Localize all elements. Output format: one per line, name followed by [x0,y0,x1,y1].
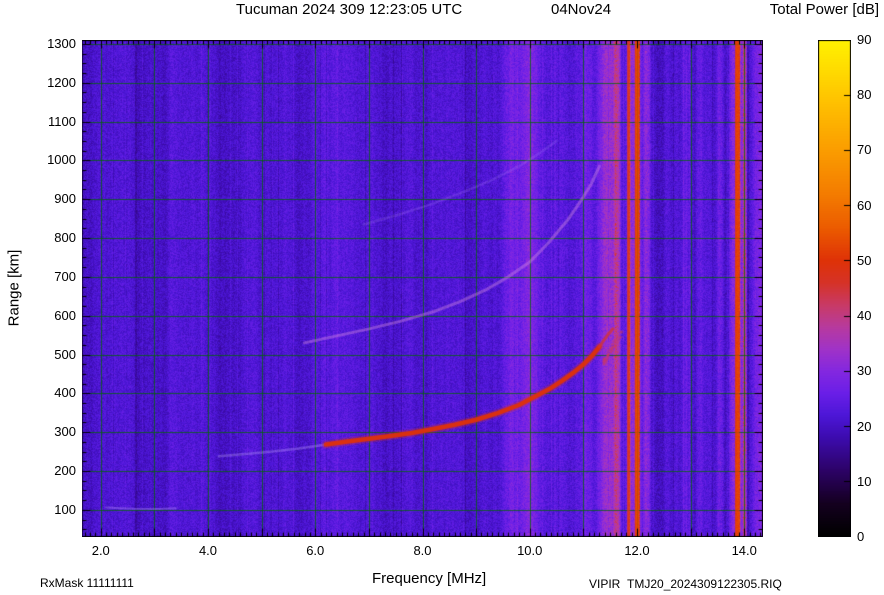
x-tick-label: 14.0 [731,543,757,558]
x-tick-label: 8.0 [413,543,432,558]
colorbar-tick-label: 50 [857,252,872,268]
plot-date: 04Nov24 [551,1,612,18]
plot-title: Tucuman 2024 309 12:23:05 UTC [236,1,463,18]
file-info: VIPIR TMJ20_2024309122305.RIQ [589,577,782,591]
colorbar-tick-label: 20 [857,418,872,434]
colorbar-tick-label: 60 [857,197,872,213]
y-tick-label: 200 [54,462,76,478]
rx-mask-label: RxMask 11111111 [40,576,134,590]
x-tick-label: 4.0 [198,543,218,558]
x-axis-label: Frequency [MHz] [372,570,487,587]
x-tick-label: 6.0 [306,543,325,558]
y-tick-label: 500 [54,346,76,362]
colorbar [818,40,851,537]
y-axis-label: Range [km] [5,249,23,327]
y-tick-label: 300 [54,424,76,440]
colorbar-tick-label: 80 [857,87,872,103]
colorbar-tick-label: 0 [857,529,865,544]
x-tick-label: 12.0 [624,543,650,558]
y-tick-label: 100 [54,501,76,517]
colorbar-tick-label: 10 [857,473,872,489]
colorbar-tick-label: 70 [857,142,872,158]
y-tick-label: 900 [54,191,76,207]
file-name: TMJ20_2024309122305.RIQ [627,577,782,591]
colorbar-tick-label: 40 [857,308,872,324]
y-tick-label: 400 [54,385,76,401]
colorbar-tick-label: 90 [857,32,872,47]
y-tick-label: 1300 [47,35,76,51]
y-tick-label: 1200 [47,74,76,90]
y-tick-label: 800 [54,230,76,246]
colorbar-title: Total Power [dB] [769,1,879,18]
x-tick-label: 10.0 [517,543,543,558]
system-name: VIPIR [589,577,621,591]
y-tick-label: 600 [54,307,76,323]
y-tick-label: 700 [54,268,76,284]
y-tick-label: 1100 [48,113,76,129]
ionogram-heatmap [82,40,763,537]
x-tick-label: 2.0 [91,543,110,558]
y-tick-label: 1000 [47,152,76,168]
colorbar-tick-label: 30 [857,363,872,379]
